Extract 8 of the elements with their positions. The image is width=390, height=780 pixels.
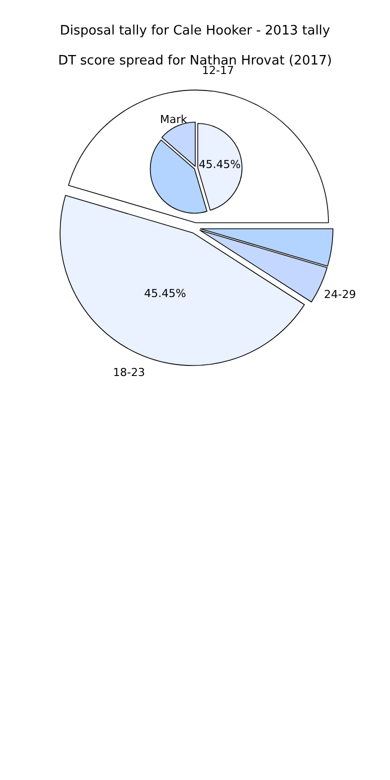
pie-slice: [161, 122, 196, 167]
data-label: 45.45%: [144, 286, 186, 300]
data-label: 45.45%: [198, 158, 241, 172]
slice-label: 18-23: [113, 366, 145, 379]
chart-title: Disposal tally for Cale Hooker - 2013 tally: [60, 24, 330, 39]
pie-slice: [197, 123, 242, 211]
slice-label: Mark: [160, 113, 188, 126]
slice-label: 24-29: [324, 288, 356, 301]
